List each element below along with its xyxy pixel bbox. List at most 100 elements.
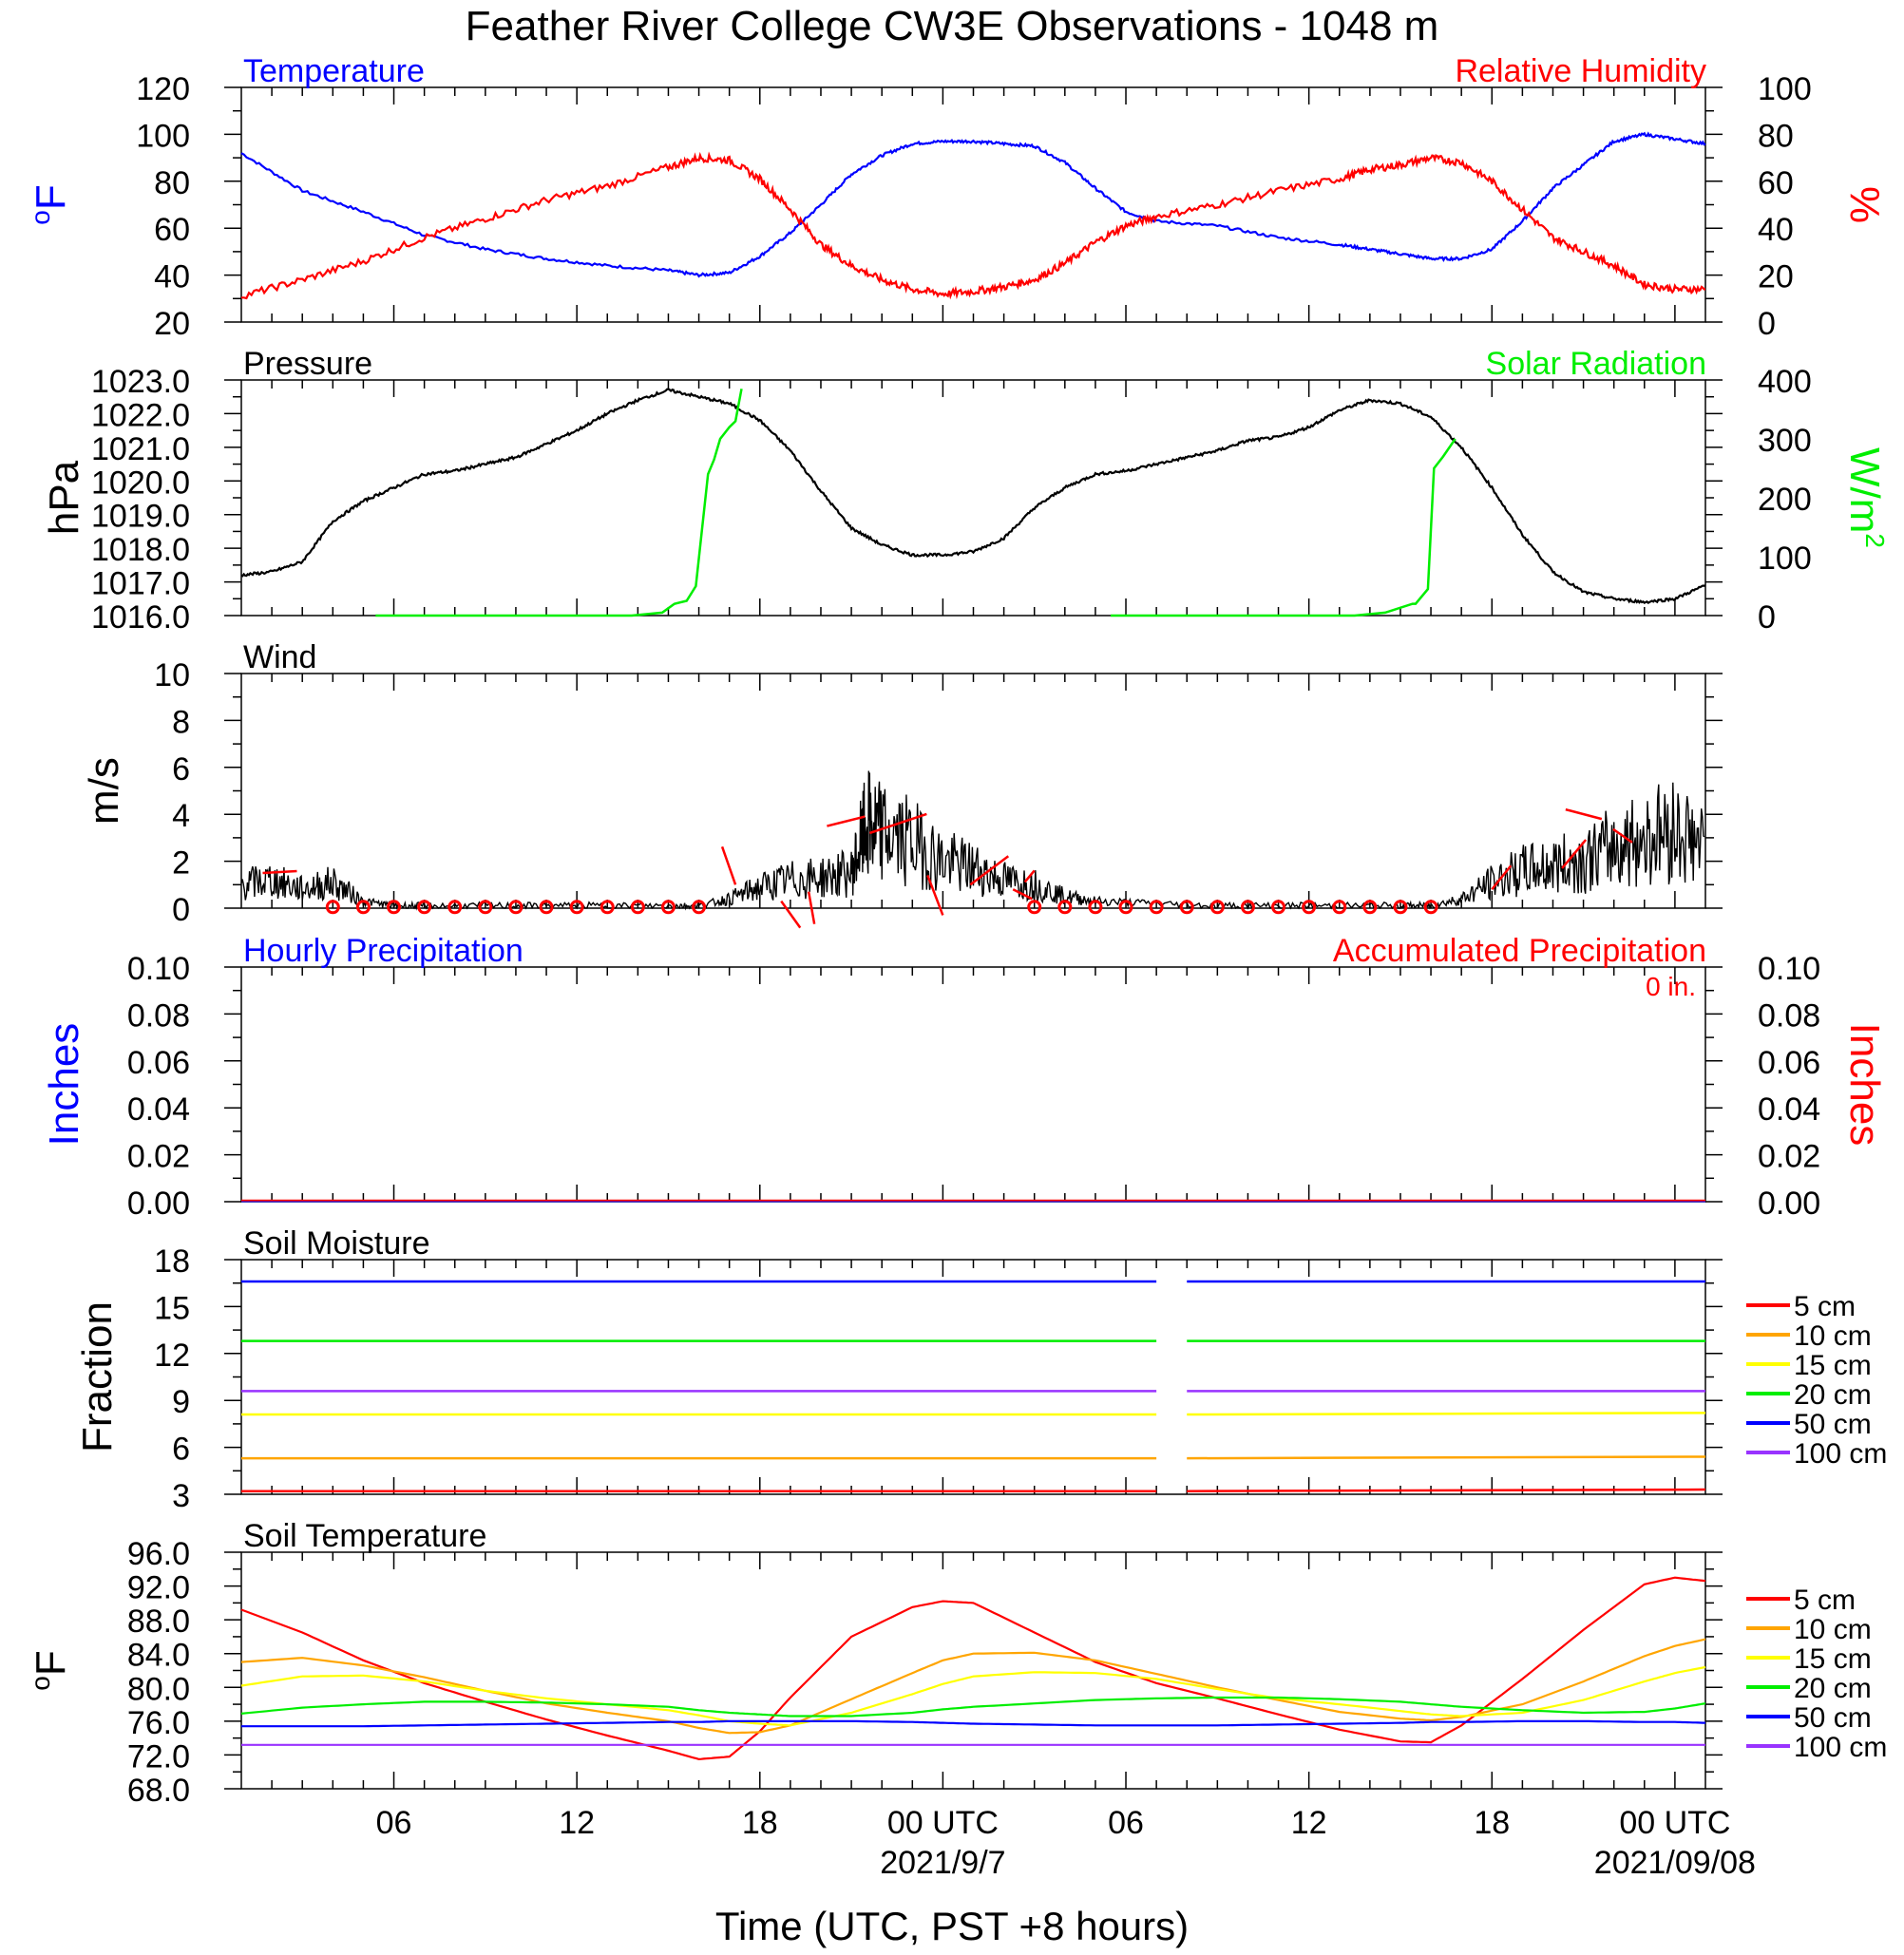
precip-ytick-label: 0.04 [127, 1091, 190, 1128]
legend-label: 10 cm [1794, 1320, 1872, 1352]
soil_temp-ytick-label: 92.0 [127, 1570, 190, 1606]
calm-wind-marker [1149, 900, 1164, 915]
wind-barb [807, 891, 816, 924]
calm-wind-marker [1393, 900, 1408, 915]
soil_temp-left-title: Soil Temperature [243, 1518, 486, 1554]
calm-wind-marker [1057, 900, 1073, 915]
calm-wind-marker [1423, 900, 1438, 915]
wind-left-title: Wind [243, 639, 316, 675]
humidity-line [241, 151, 1706, 300]
precip-right-tick-label: 0.00 [1758, 1186, 1820, 1222]
temp_rh-right-tick-label: 20 [1758, 259, 1794, 295]
temp_rh-left-unit: oF [26, 184, 74, 224]
temperature-line [240, 131, 1706, 278]
wind-barb [868, 812, 927, 835]
temp_rh-ytick-label: 80 [154, 165, 190, 201]
soil_moisture-left-title: Soil Moisture [243, 1225, 430, 1262]
soil_moisture-ytick-label: 6 [172, 1432, 190, 1468]
x-tick-label: 18 [1474, 1805, 1510, 1841]
pressure-ytick-label: 1022.0 [91, 397, 190, 433]
soil-temp-line-50cm [241, 1719, 1705, 1728]
temp_rh-right-unit: % [1841, 186, 1888, 223]
pressure-ytick-label: 1023.0 [91, 364, 190, 400]
wind-ytick-label: 6 [172, 751, 190, 788]
soil-moisture-line-15cm-b [1187, 1412, 1706, 1416]
soil_moisture-ytick-label: 15 [154, 1290, 190, 1326]
calm-wind-marker [1209, 900, 1225, 915]
x-tick-label: 18 [742, 1805, 778, 1841]
calm-wind-marker [1118, 900, 1133, 915]
calm-wind-marker [325, 900, 340, 915]
legend-label: 50 cm [1794, 1409, 1872, 1440]
wind-barb [1012, 888, 1033, 901]
calm-wind-marker [508, 900, 524, 915]
precip-right-tick-label: 0.10 [1758, 951, 1820, 987]
soil_temp-ytick-label: 96.0 [127, 1536, 190, 1572]
precip-right-unit: Inches [1841, 1023, 1888, 1147]
pressure-left-unit: hPa [41, 460, 87, 535]
precip-frame [240, 966, 1706, 1203]
pressure-right-unit: W/m2 [1841, 447, 1890, 548]
x-date-label: 2021/9/7 [880, 1845, 1005, 1881]
soil-temp-line-5cm [240, 1576, 1706, 1761]
precip-ytick-label: 0.08 [127, 997, 190, 1034]
wind-barb [969, 855, 1010, 886]
wind-barb [926, 874, 944, 916]
precip-right-tick-label: 0.06 [1758, 1045, 1820, 1081]
pressure-ytick-label: 1016.0 [91, 599, 190, 636]
panel-soil_temp: 68.072.076.080.084.088.092.096.0 Soil Tem… [26, 1518, 1723, 1809]
x-tick-label: 06 [376, 1805, 412, 1841]
x-tick-label: 12 [1291, 1805, 1327, 1841]
pressure-right-title: Solar Radiation [1486, 346, 1706, 382]
wind-barb [1565, 807, 1603, 821]
legend-label: 20 cm [1794, 1673, 1872, 1704]
soil_moisture-ytick-label: 12 [154, 1338, 190, 1374]
pressure-ytick-label: 1020.0 [91, 465, 190, 501]
calm-wind-marker [569, 900, 584, 915]
legend-label: 10 cm [1794, 1614, 1872, 1645]
time-axis: 06 12 18 00 UTC 06 12 18 00 UTC 2021/9/7 2021/09/… [376, 1805, 1756, 1881]
wind-ytick-label: 0 [172, 892, 190, 928]
pressure-ytick-label: 1019.0 [91, 499, 190, 535]
precip-right-title: Accumulated Precipitation [1333, 933, 1706, 969]
calm-wind-marker [600, 900, 615, 915]
calm-wind-marker [447, 900, 463, 915]
panel-precip: 0.00 0.02 0.04 0.06 0.08 0.10 0.00 0.02 0.04 0.06… [41, 933, 1888, 1222]
wind-speed-line [240, 770, 1705, 911]
temp_rh-ytick-label: 100 [136, 118, 190, 154]
soil_moisture-left-unit: Fraction [74, 1301, 121, 1452]
wind-left-unit: m/s [81, 757, 127, 825]
soil_temp-ytick-label: 72.0 [127, 1738, 190, 1775]
soil-temp-line-15cm [240, 1665, 1706, 1727]
soil_temp-ytick-label: 68.0 [127, 1773, 190, 1809]
temp_rh-right-tick-label: 60 [1758, 165, 1794, 201]
soil_moisture-ytick-label: 3 [172, 1478, 190, 1514]
calm-wind-marker [1088, 900, 1103, 915]
legend-label: 5 cm [1794, 1291, 1856, 1322]
legend-label: 20 cm [1794, 1379, 1872, 1411]
precip-ytick-label: 0.00 [127, 1186, 190, 1222]
pressure-left-title: Pressure [243, 346, 372, 382]
pressure-right-tick-label: 200 [1758, 482, 1812, 518]
panel-pressure: 1016.01017.01018.01019.01020.01021.01022… [41, 346, 1890, 636]
precip-right-tick-label: 0.04 [1758, 1091, 1820, 1128]
panel-temp_rh: 20 40 60 80 100 120 0 20 40 60 80 100 Temperature Rel… [26, 53, 1888, 342]
temp_rh-ytick-label: 120 [136, 71, 190, 107]
wind-barb [1491, 864, 1513, 891]
pressure-frame [240, 379, 1706, 617]
precip-right-tick-label: 0.08 [1758, 997, 1820, 1034]
pressure-ytick-label: 1021.0 [91, 431, 190, 467]
pressure-right-tick-label: 400 [1758, 364, 1812, 400]
soil_temp-left-unit: oF [26, 1650, 74, 1690]
precip-ytick-label: 0.10 [127, 951, 190, 987]
x-axis-label: Time (UTC, PST +8 hours) [715, 1904, 1189, 1948]
temp_rh-ytick-label: 60 [154, 212, 190, 248]
legend-label: 100 cm [1794, 1438, 1887, 1470]
temp_rh-left-title: Temperature [243, 53, 425, 89]
soil_temp-ytick-label: 88.0 [127, 1604, 190, 1640]
calm-wind-marker [539, 900, 554, 915]
calm-wind-marker [1240, 900, 1255, 915]
soil_temp-ytick-label: 76.0 [127, 1705, 190, 1741]
